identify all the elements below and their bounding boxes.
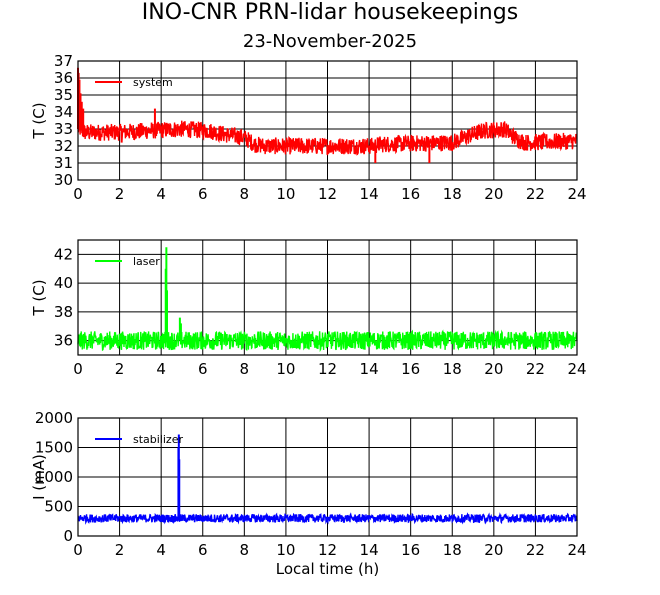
- x-tick-label: 6: [198, 360, 208, 378]
- chart-subtitle: 23-November-2025: [242, 31, 418, 52]
- y-tick-label: 37: [54, 52, 73, 70]
- y-tick-label: 42: [54, 245, 73, 263]
- legend-label: laser: [133, 255, 160, 268]
- x-tick-label: 10: [276, 185, 295, 203]
- x-tick-label: 0: [73, 360, 83, 378]
- x-tick-label: 4: [156, 360, 166, 378]
- x-tick-label: 10: [276, 360, 295, 378]
- series-line-stabilizer: [77, 512, 578, 525]
- x-tick-label: 20: [484, 541, 503, 559]
- legend-label: stabilizer: [133, 433, 183, 446]
- x-tick-label: 6: [198, 185, 208, 203]
- x-tick-label: 8: [240, 185, 250, 203]
- y-tick-label: 1500: [35, 439, 73, 457]
- y-tick-label: 32: [54, 137, 73, 155]
- x-tick-label: 6: [198, 541, 208, 559]
- y-tick-label: 38: [54, 303, 73, 321]
- series-line-laser: [77, 329, 578, 353]
- y-tick-label: 0: [63, 527, 73, 545]
- y-tick-label: 500: [44, 498, 73, 516]
- y-tick-label: 1000: [35, 468, 73, 486]
- plot-frame: [77, 60, 578, 181]
- x-tick-label: 12: [318, 185, 337, 203]
- x-tick-label: 20: [484, 185, 503, 203]
- x-tick-label: 2: [115, 185, 125, 203]
- y-tick-label: 40: [54, 274, 73, 292]
- x-tick-label: 12: [318, 360, 337, 378]
- x-tick-label: 14: [360, 541, 379, 559]
- x-tick-label: 2: [115, 360, 125, 378]
- plot-frame: [77, 239, 578, 356]
- x-tick-label: 18: [443, 185, 462, 203]
- x-tick-label: 10: [276, 541, 295, 559]
- x-tick-label: 24: [567, 185, 586, 203]
- y-tick-label: 35: [54, 86, 73, 104]
- x-tick-label: 24: [567, 360, 586, 378]
- y-tick-label: 30: [54, 171, 73, 189]
- y-axis-label: T (C): [30, 279, 48, 316]
- x-tick-label: 22: [526, 541, 545, 559]
- x-tick-label: 8: [240, 541, 250, 559]
- y-tick-label: 33: [54, 120, 73, 138]
- plot-frame: [77, 417, 578, 537]
- x-tick-label: 8: [240, 360, 250, 378]
- x-tick-label: 0: [73, 185, 83, 203]
- x-tick-label: 22: [526, 360, 545, 378]
- x-tick-label: 14: [360, 360, 379, 378]
- x-tick-label: 22: [526, 185, 545, 203]
- x-tick-label: 16: [401, 185, 420, 203]
- x-tick-label: 0: [73, 541, 83, 559]
- y-axis-label: T (C): [30, 102, 48, 139]
- x-tick-label: 4: [156, 541, 166, 559]
- x-tick-label: 18: [443, 541, 462, 559]
- x-tick-label: 24: [567, 541, 586, 559]
- x-tick-label: 4: [156, 185, 166, 203]
- y-tick-label: 36: [54, 69, 73, 87]
- y-tick-label: 36: [54, 332, 73, 350]
- x-tick-label: 16: [401, 541, 420, 559]
- series-line-system: [77, 119, 578, 156]
- x-tick-label: 14: [360, 185, 379, 203]
- y-tick-label: 31: [54, 154, 73, 172]
- x-axis-label: Local time (h): [276, 560, 380, 578]
- y-tick-label: 34: [54, 103, 73, 121]
- x-tick-label: 18: [443, 360, 462, 378]
- legend-label: system: [133, 76, 173, 89]
- x-tick-label: 16: [401, 360, 420, 378]
- x-tick-label: 2: [115, 541, 125, 559]
- x-tick-label: 12: [318, 541, 337, 559]
- x-tick-label: 20: [484, 360, 503, 378]
- y-tick-label: 2000: [35, 409, 73, 427]
- y-axis-label: I (mA): [30, 454, 48, 500]
- chart-title: INO-CNR PRN-lidar housekeepings: [141, 0, 519, 25]
